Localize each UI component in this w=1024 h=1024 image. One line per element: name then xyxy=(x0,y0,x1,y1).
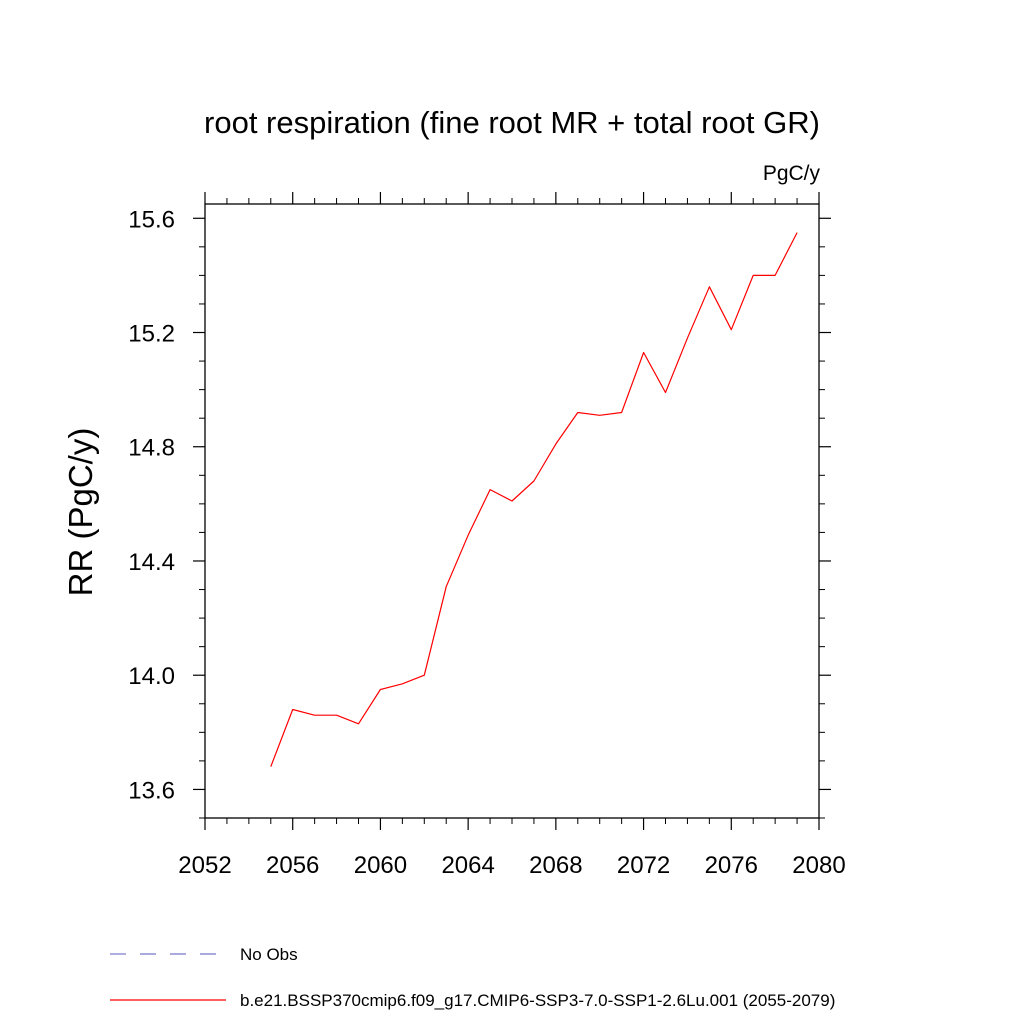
y-tick-label: 14.8 xyxy=(128,435,175,462)
legend-label-no-obs: No Obs xyxy=(240,945,298,964)
y-tick-label: 14.0 xyxy=(128,663,175,690)
x-tick-label: 2080 xyxy=(792,852,845,879)
legend-label-model-run: b.e21.BSSP370cmip6.f09_g17.CMIP6-SSP3-7.… xyxy=(240,991,835,1010)
x-tick-label: 2056 xyxy=(266,852,319,879)
series-layer xyxy=(270,232,798,767)
y-tick-label: 14.4 xyxy=(128,549,175,576)
y-tick-label: 15.6 xyxy=(128,206,175,233)
chart-title: root respiration (fine root MR + total r… xyxy=(204,105,820,140)
plot-frame xyxy=(204,203,820,819)
legend: No Obs b.e21.BSSP370cmip6.f09_g17.CMIP6-… xyxy=(110,945,835,1010)
series-line xyxy=(270,232,798,767)
y-axis-label: RR (PgC/y) xyxy=(62,428,99,597)
x-tick-label: 2072 xyxy=(617,852,670,879)
x-tick-label: 2076 xyxy=(705,852,758,879)
units-label: PgC/y xyxy=(763,162,821,185)
y-tick-label: 15.2 xyxy=(128,321,175,348)
y-tick-label: 13.6 xyxy=(128,777,175,804)
tick-marks xyxy=(193,192,831,830)
x-tick-label: 2064 xyxy=(441,852,494,879)
x-tick-label: 2068 xyxy=(529,852,582,879)
tick-labels: 2052 2056 2060 2064 2068 2072 2076 2080 13.6 14.0… xyxy=(128,206,845,879)
x-tick-label: 2052 xyxy=(178,852,231,879)
x-tick-label: 2060 xyxy=(354,852,407,879)
